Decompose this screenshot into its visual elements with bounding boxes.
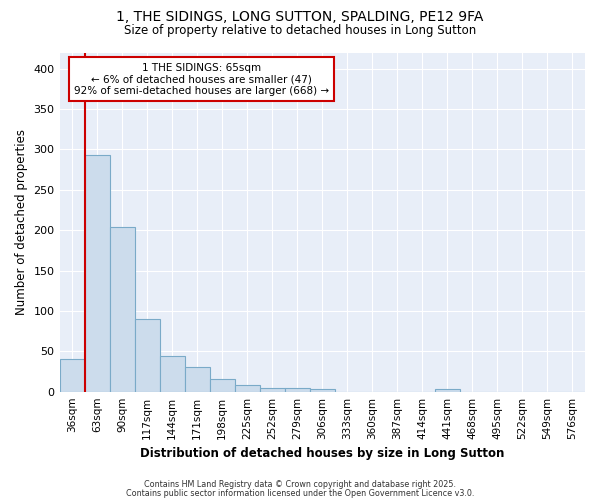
Bar [85, 155, 110, 392]
Text: 1 THE SIDINGS: 65sqm
← 6% of detached houses are smaller (47)
92% of semi-detach: 1 THE SIDINGS: 65sqm ← 6% of detached ho… [74, 62, 329, 96]
Bar [59, 358, 85, 392]
Bar [285, 388, 310, 392]
Bar [260, 388, 285, 392]
Bar [185, 366, 209, 392]
Bar [134, 319, 160, 392]
Text: 1, THE SIDINGS, LONG SUTTON, SPALDING, PE12 9FA: 1, THE SIDINGS, LONG SUTTON, SPALDING, P… [116, 10, 484, 24]
Bar [209, 379, 235, 392]
Bar [310, 390, 335, 392]
Y-axis label: Number of detached properties: Number of detached properties [15, 129, 28, 315]
Bar [435, 390, 460, 392]
X-axis label: Distribution of detached houses by size in Long Sutton: Distribution of detached houses by size … [140, 447, 505, 460]
Bar [160, 356, 185, 392]
Text: Contains public sector information licensed under the Open Government Licence v3: Contains public sector information licen… [126, 489, 474, 498]
Text: Contains HM Land Registry data © Crown copyright and database right 2025.: Contains HM Land Registry data © Crown c… [144, 480, 456, 489]
Text: Size of property relative to detached houses in Long Sutton: Size of property relative to detached ho… [124, 24, 476, 37]
Bar [110, 227, 134, 392]
Bar [235, 385, 260, 392]
